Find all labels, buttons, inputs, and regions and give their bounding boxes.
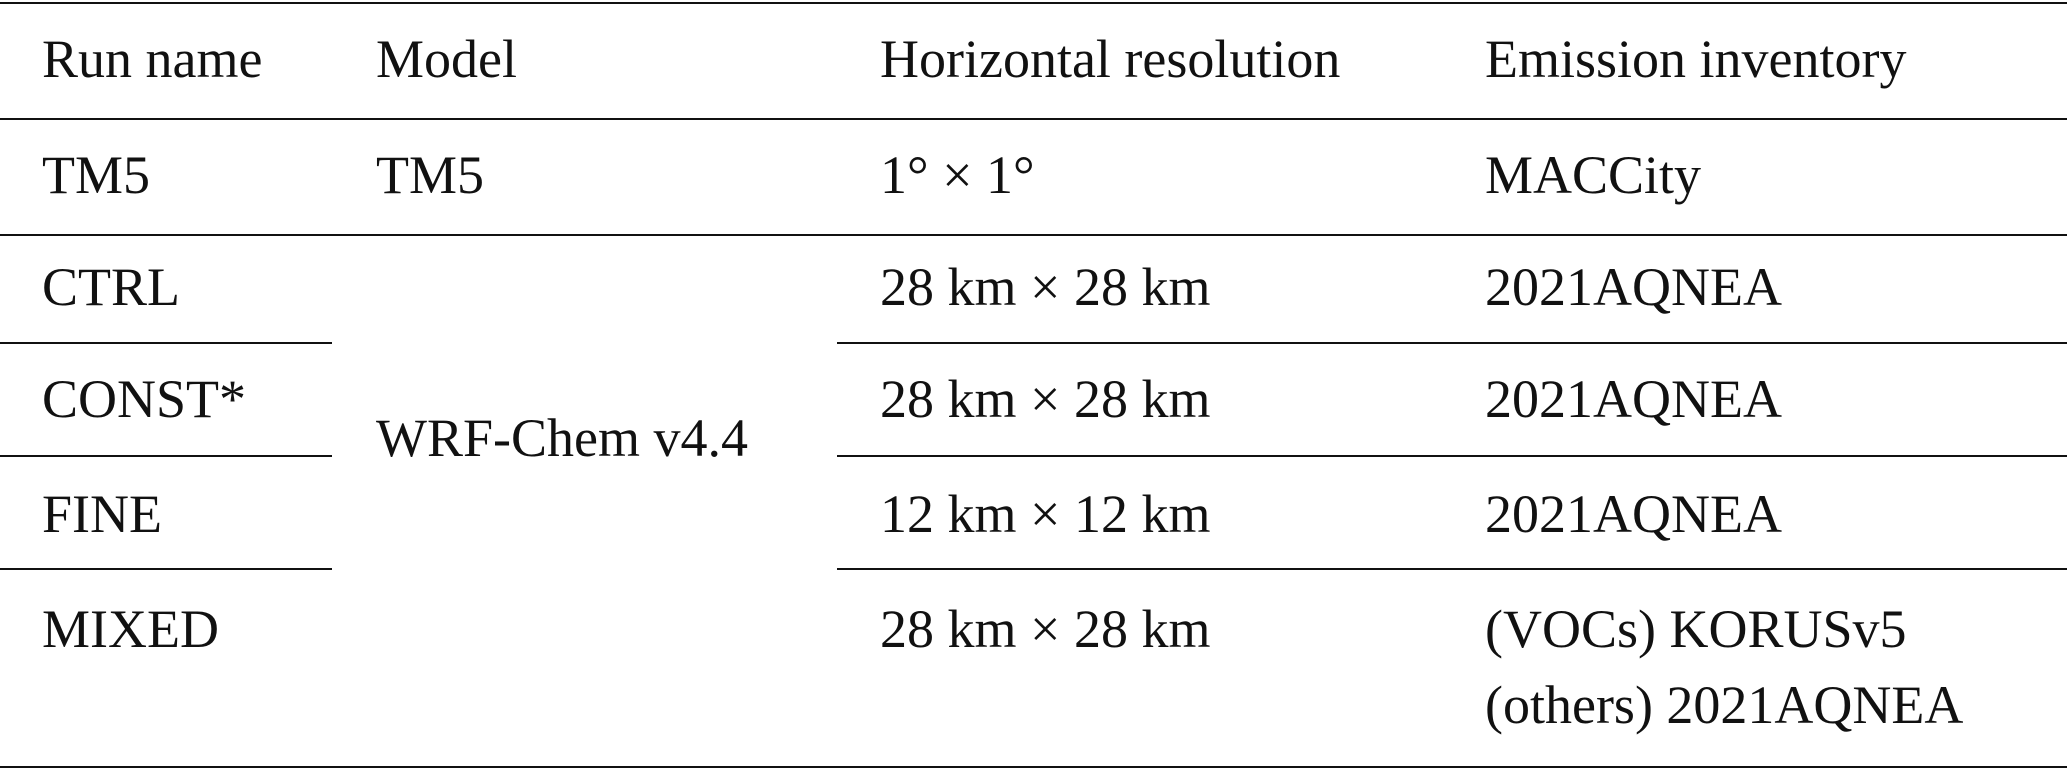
cell-run: FINE: [42, 484, 162, 544]
cell-run: TM5: [42, 145, 150, 205]
cell-inventory: (VOCs) KORUSv5: [1485, 599, 1907, 659]
cell-resolution: 1° × 1°: [880, 145, 1035, 205]
header-rule: [0, 118, 2067, 120]
header-inventory: Emission inventory: [1485, 29, 1907, 89]
partial-rule: [0, 568, 332, 570]
cell-resolution: 28 km × 28 km: [880, 257, 1211, 317]
top-rule: [0, 2, 2067, 4]
cell-inventory-line2: (others) 2021AQNEA: [1485, 675, 1964, 735]
partial-rule: [837, 568, 2067, 570]
cell-inventory: 2021AQNEA: [1485, 484, 1782, 544]
cell-inventory: 2021AQNEA: [1485, 257, 1782, 317]
partial-rule: [837, 455, 2067, 457]
header-resolution: Horizontal resolution: [880, 29, 1341, 89]
partial-rule: [0, 342, 332, 344]
cell-run: CONST*: [42, 369, 247, 429]
partial-rule: [837, 342, 2067, 344]
header-run-name: Run name: [42, 29, 263, 89]
cell-resolution: 12 km × 12 km: [880, 484, 1211, 544]
cell-model: TM5: [376, 145, 484, 205]
row-rule: [0, 234, 2067, 236]
cell-run: CTRL: [42, 257, 181, 317]
cell-run: MIXED: [42, 599, 219, 659]
partial-rule: [0, 455, 332, 457]
cell-model-merged: WRF-Chem v4.4: [376, 408, 748, 468]
cell-inventory: MACCity: [1485, 145, 1702, 205]
bottom-rule: [0, 766, 2067, 768]
cell-inventory: 2021AQNEA: [1485, 369, 1782, 429]
cell-resolution: 28 km × 28 km: [880, 599, 1211, 659]
cell-resolution: 28 km × 28 km: [880, 369, 1211, 429]
header-model: Model: [376, 29, 517, 89]
